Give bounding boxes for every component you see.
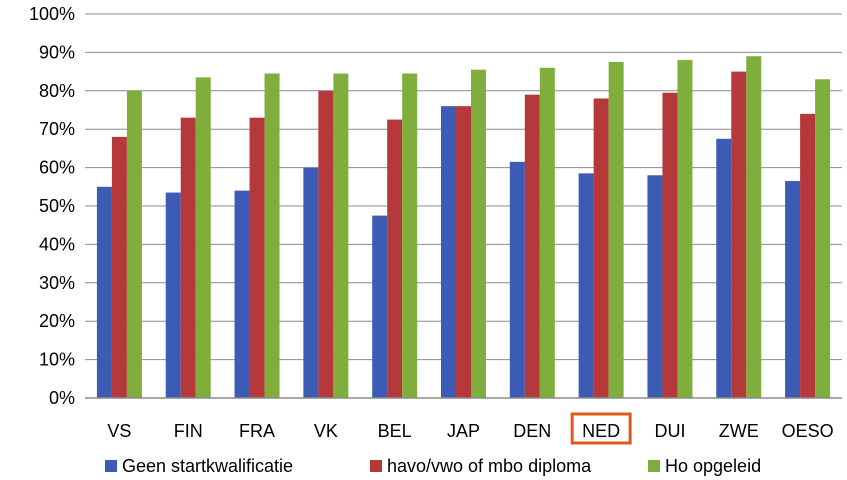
bar [303, 167, 319, 398]
legend: Geen startkwalificatie havo/vwo of mbo di… [105, 456, 761, 476]
x-tick-label: NED [582, 421, 620, 441]
bar [471, 69, 486, 399]
y-tick-label: 80% [39, 81, 75, 101]
y-tick-label: 50% [39, 196, 75, 216]
bar [785, 181, 801, 398]
bar [402, 73, 418, 399]
x-tick-label: VS [107, 421, 131, 441]
y-tick-label: 60% [39, 158, 75, 178]
y-tick-label: 20% [39, 311, 75, 331]
x-tick-label: ZWE [719, 421, 759, 441]
bar [800, 113, 816, 398]
y-axis-tick-labels: 0% 10% 20% 30% 40% 50% 60% 70% 80% 90% 100% [29, 4, 75, 408]
bar [539, 67, 555, 398]
legend-label: Geen startkwalificatie [122, 456, 293, 476]
y-tick-label: 30% [39, 273, 75, 293]
bar [578, 173, 594, 398]
bar [456, 106, 471, 398]
y-tick-label: 40% [39, 234, 75, 254]
bar [716, 138, 732, 399]
bar [647, 175, 663, 398]
legend-label: havo/vwo of mbo diploma [387, 456, 592, 476]
highlight-box [570, 412, 632, 445]
legend-swatch [648, 460, 660, 472]
bar [731, 71, 747, 398]
bar [593, 98, 609, 398]
x-tick-label: DEN [513, 421, 551, 441]
bar [318, 90, 334, 399]
bar [815, 79, 831, 398]
bar [234, 190, 250, 398]
x-axis-tick-labels: VS FIN FRA VK BEL JAP DEN NED DUI ZWE OESO [107, 412, 834, 445]
bar [608, 62, 624, 398]
bar [126, 90, 142, 399]
legend-label: Ho opgeleid [665, 456, 761, 476]
y-tick-label: 90% [39, 42, 75, 62]
bar [677, 60, 693, 399]
bar [96, 186, 112, 398]
bar [111, 136, 127, 398]
x-tick-label: DUI [654, 421, 685, 441]
x-tick-label: BEL [378, 421, 412, 441]
bar [441, 106, 456, 398]
bar [264, 73, 280, 399]
x-tick-label: JAP [447, 421, 480, 441]
bar [165, 192, 181, 398]
x-tick-label: OESO [782, 421, 834, 441]
bar [372, 215, 388, 398]
legend-swatch [105, 460, 117, 472]
bar [662, 92, 678, 398]
bar [333, 73, 349, 399]
x-tick-label: VK [314, 421, 338, 441]
bar [746, 56, 762, 399]
bar [509, 161, 525, 398]
y-tick-label: 10% [39, 350, 75, 370]
y-tick-label: 70% [39, 119, 75, 139]
bar [249, 117, 265, 399]
y-tick-label: 0% [49, 388, 75, 408]
x-tick-label: FIN [174, 421, 203, 441]
bar [195, 77, 211, 399]
bars [96, 56, 831, 399]
bar [387, 119, 403, 398]
legend-swatch [370, 460, 382, 472]
bar [180, 117, 196, 399]
x-tick-label: FRA [239, 421, 275, 441]
bar [524, 94, 540, 398]
y-tick-label: 100% [29, 4, 75, 24]
